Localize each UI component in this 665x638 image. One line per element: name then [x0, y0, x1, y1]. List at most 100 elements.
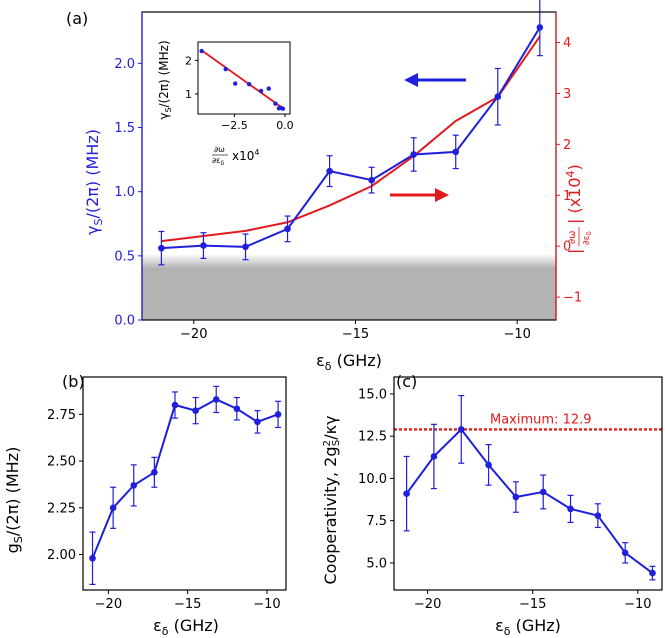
- coupling-series-point: [212, 396, 220, 403]
- coupling-series-point: [151, 468, 158, 476]
- panel-a-left-y-tick-label: 0.5: [114, 249, 135, 264]
- panel-c-marks: [394, 394, 662, 581]
- cooperativity-series-line: [405, 427, 654, 574]
- panel-label-a: (a): [66, 9, 88, 28]
- gamma-series-point: [368, 176, 375, 184]
- cooperativity-series-point: [512, 493, 520, 501]
- panel-c-y-tick-label: 5.0: [366, 556, 387, 571]
- panel-b-y-tick-label: 2.75: [47, 408, 76, 423]
- panel-a-left-axis-label: γS/(2π) (MHz): [83, 129, 105, 235]
- coupling-series-point: [89, 554, 96, 562]
- gamma-series-line: [161, 26, 541, 250]
- svg-text:∂ω: ∂ω: [214, 145, 225, 154]
- svg-text:∂εδ: ∂εδ: [582, 231, 593, 245]
- blue-arrow-annotation: [404, 73, 466, 87]
- panel-label-b: (b): [62, 372, 85, 391]
- panel-b-x-tick-label: −15: [174, 597, 201, 612]
- inset-frame: [197, 41, 291, 115]
- inset-x-axis-label: ∂ω ∂εδ x104: [212, 145, 259, 167]
- gamma-series-point: [242, 243, 249, 251]
- panel-b: (b) −20 −15 −10 2.00 2.25 2.50 2.75 εδ (GHz) g…: [3, 372, 287, 638]
- panel-c-y-tick-label: 12.5: [358, 430, 387, 445]
- inset-y-axis-label: γS/(2π) (MHz): [157, 40, 173, 119]
- panel-c-y-axis-label: Cooperativity, 2g2S/κγ: [321, 415, 342, 584]
- gamma-series-point: [494, 93, 502, 100]
- svg-text:|: |: [565, 249, 584, 254]
- panel-a-left-y-tick-label: 1.0: [114, 185, 135, 200]
- panel-b-y-axis-label: gS/(2π) (MHz): [3, 447, 25, 554]
- coupling-series-line: [91, 398, 279, 559]
- coupling-series-point: [109, 504, 117, 512]
- panel-c: (c) −20 −15 −10 5.0 7.5 10.0 12.5 15.0 Maximum:…: [321, 372, 663, 638]
- cooperativity-series-point: [539, 488, 547, 496]
- panel-c-frame: [393, 376, 663, 591]
- panel-a-x-axis-label: εδ (GHz): [316, 351, 382, 373]
- maximum-reference-label: Maximum: 12.9: [490, 412, 592, 427]
- cooperativity-series-point: [457, 426, 465, 433]
- inset-y-tick-label: 2: [185, 54, 192, 67]
- panel-b-y-tick-label: 2.00: [47, 548, 76, 563]
- panel-c-y-tick-label: 7.5: [366, 514, 387, 529]
- cooperativity-series-point: [403, 490, 410, 497]
- cooperativity-series-point: [621, 549, 629, 557]
- gamma-series-point: [452, 148, 460, 156]
- panel-c-y-tick-label: 10.0: [358, 472, 387, 487]
- panel-c-x-tick-label: −10: [624, 597, 651, 612]
- panel-a-right-y-tick-label: 4: [563, 36, 571, 51]
- gamma-series-point: [200, 242, 207, 249]
- svg-text:∂ω: ∂ω: [567, 230, 578, 244]
- inset-fit-line: [201, 49, 285, 110]
- panel-b-y-tick-label: 2.25: [47, 501, 76, 516]
- inset-point: [280, 106, 286, 111]
- shaded-region: [142, 253, 556, 320]
- panel-a-right-y-tick-label: −1: [563, 291, 582, 306]
- panel-a-left-y-tick-label: 0.0: [114, 314, 135, 329]
- panel-a-right-axis-label: | ∂ω ∂εδ | (x104): [564, 164, 593, 254]
- panel-b-x-tick-label: −20: [95, 597, 122, 612]
- panel-a-right-y-tick-label: 0: [563, 240, 571, 255]
- cooperativity-series-point: [649, 569, 656, 577]
- coupling-series-point: [130, 482, 138, 489]
- panel-a-right-y-tick-label: 2: [563, 138, 571, 153]
- inset-point: [199, 48, 204, 54]
- inset-point: [246, 81, 252, 87]
- panel-b-axes: −20 −15 −10 2.00 2.25 2.50 2.75: [47, 408, 281, 612]
- coupling-series-point: [171, 401, 179, 409]
- panel-label-c: (c): [396, 372, 417, 391]
- panel-c-y-tick-label: 15.0: [358, 387, 387, 402]
- inset-x-tick-label: 0.0: [276, 119, 294, 132]
- panel-c-x-axis-label: εδ (GHz): [495, 616, 561, 638]
- svg-text:∂εδ: ∂εδ: [212, 156, 224, 167]
- panel-a-right-y-tick-label: 1: [563, 189, 571, 204]
- panel-a-left-y-tick-label: 2.0: [114, 57, 135, 72]
- inset-point: [223, 66, 228, 72]
- cooperativity-series-point: [485, 461, 492, 469]
- inset-point: [258, 88, 264, 94]
- svg-text:| (x104): | (x104): [564, 164, 584, 224]
- cooperativity-series-point: [567, 505, 574, 513]
- inset-axes: −2.5 0.0 1 2: [185, 54, 294, 132]
- inset-point: [273, 101, 278, 106]
- inset-marks: [199, 48, 286, 111]
- gamma-series-point: [410, 151, 417, 158]
- inset-y-tick-label: 1: [185, 88, 192, 101]
- gamma-series-point: [284, 225, 291, 233]
- panel-b-frame: [82, 376, 287, 591]
- panel-b-x-tick-label: −10: [253, 597, 280, 612]
- panel-a-x-tick-label: −20: [180, 327, 207, 342]
- coupling-series-point: [233, 405, 241, 413]
- panel-a-marks: [158, 0, 544, 266]
- inset-point: [233, 81, 238, 86]
- svg-text:x104: x104: [232, 148, 259, 163]
- inset-point: [266, 86, 271, 91]
- panel-a-x-tick-label: −10: [503, 327, 530, 342]
- cooperativity-series-point: [594, 512, 602, 519]
- gamma-series-point: [326, 167, 333, 175]
- coupling-series-point: [192, 407, 199, 414]
- coupling-series-point: [274, 411, 282, 418]
- gamma-series-point: [158, 244, 165, 252]
- panel-c-x-tick-label: −15: [519, 597, 546, 612]
- panel-a-left-y-tick-label: 1.5: [114, 121, 135, 136]
